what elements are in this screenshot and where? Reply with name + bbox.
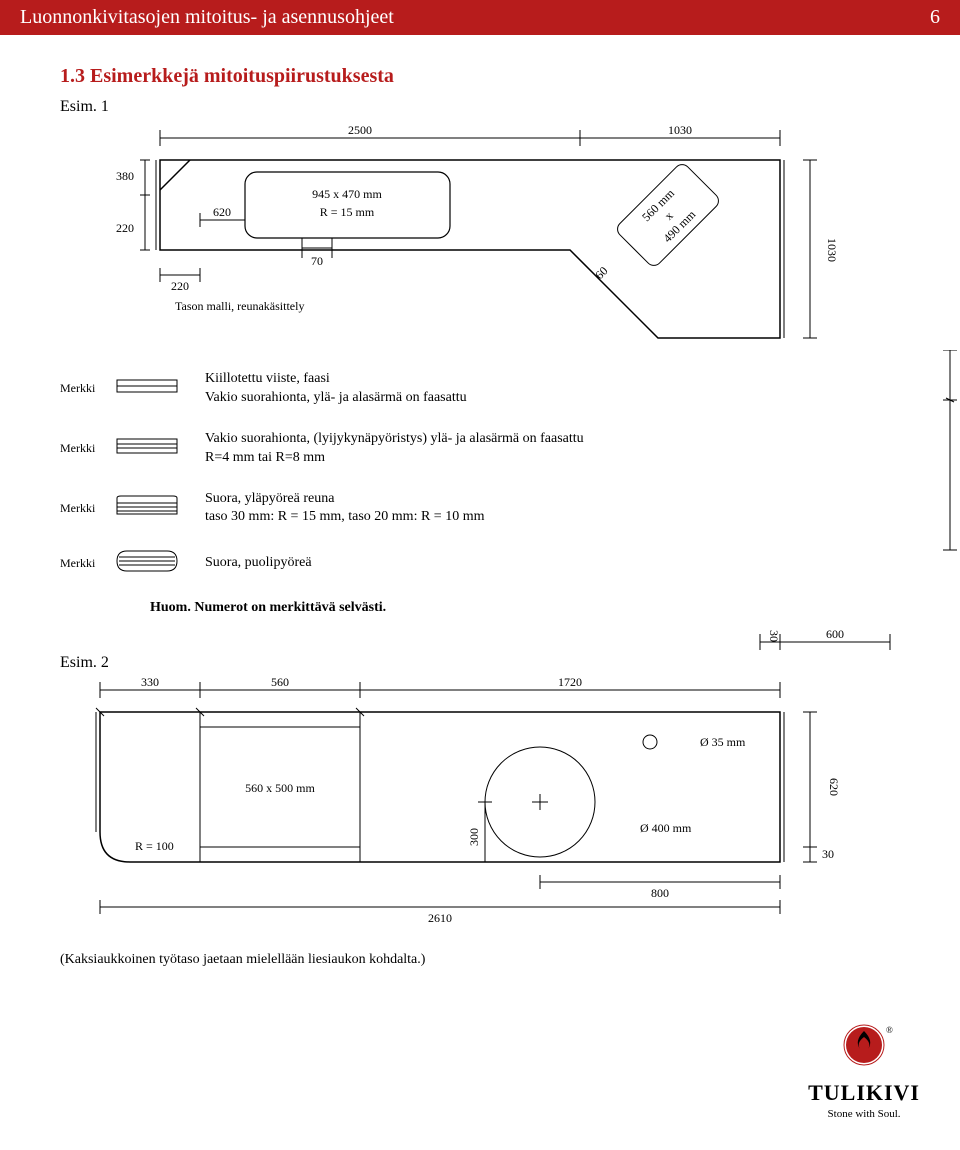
legend-text-4: Suora, puolipyöreä <box>205 554 312 573</box>
legend-symbol-single <box>115 376 185 401</box>
svg-text:R = 15 mm: R = 15 mm <box>320 205 375 219</box>
legend-symbol-round-half <box>115 549 185 578</box>
example2-label: Esim. 2 <box>60 654 960 672</box>
svg-text:620: 620 <box>827 778 841 796</box>
svg-text:2500: 2500 <box>348 123 372 137</box>
example2-diagram: 330 560 1720 560 x 500 mm Ø 35 mm Ø 400 … <box>40 672 920 937</box>
brand-logo: ® TULIKIVI Stone with Soul. <box>808 1023 920 1120</box>
svg-text:Ø 35 mm: Ø 35 mm <box>700 735 746 749</box>
example1-label: Esim. 1 <box>60 98 960 116</box>
svg-text:220: 220 <box>116 221 134 235</box>
svg-text:620: 620 <box>213 205 231 219</box>
legend-text-2: Vakio suorahionta, (lyijykynäpyöristys) … <box>205 430 584 468</box>
svg-text:60: 60 <box>592 264 610 282</box>
svg-text:70: 70 <box>311 254 323 268</box>
svg-text:600: 600 <box>826 627 844 641</box>
svg-text:x: x <box>662 209 676 223</box>
legend-symbol-round-top <box>115 494 185 523</box>
legend-text-1: Kiillotettu viiste, faasiVakio suorahion… <box>205 370 467 408</box>
svg-text:800: 800 <box>651 886 669 900</box>
svg-text:220: 220 <box>171 279 189 293</box>
svg-text:Tason malli, reunakäsittely: Tason malli, reunakäsittely <box>175 299 304 313</box>
header-page-number: 6 <box>930 6 940 29</box>
svg-text:2610: 2610 <box>428 911 452 925</box>
note: Huom. Numerot on merkittävä selvästi. <box>150 600 960 616</box>
svg-text:300: 300 <box>467 828 481 846</box>
svg-text:®: ® <box>886 1025 893 1035</box>
svg-text:560: 560 <box>271 675 289 689</box>
legend-text-3: Suora, yläpyöreä reunataso 30 mm: R = 15… <box>205 490 484 528</box>
svg-text:1030: 1030 <box>668 123 692 137</box>
svg-text:R = 100: R = 100 <box>135 839 174 853</box>
svg-text:30: 30 <box>767 630 781 642</box>
svg-text:330: 330 <box>141 675 159 689</box>
bottom-note: (Kaksiaukkoinen työtaso jaetaan mielellä… <box>60 952 960 968</box>
svg-text:1720: 1720 <box>558 675 582 689</box>
brand-name: TULIKIVI <box>808 1080 920 1106</box>
legend-row-2: Merkki Vakio suorahionta, (lyijykynäpyör… <box>60 430 960 468</box>
legend-row-1: Merkki Kiillotettu viiste, faasiVakio su… <box>60 370 960 408</box>
svg-text:945 x 470 mm: 945 x 470 mm <box>312 187 382 201</box>
svg-text:Ø 400 mm: Ø 400 mm <box>640 821 692 835</box>
svg-text:560 x 500 mm: 560 x 500 mm <box>245 781 315 795</box>
page-header: Luonnonkivitasojen mitoitus- ja asennuso… <box>0 0 960 35</box>
example1-diagram: 2500 1030 945 x 470 mm R = 15 mm 380 220… <box>40 120 920 355</box>
svg-text:380: 380 <box>116 169 134 183</box>
svg-text:1030: 1030 <box>825 238 839 262</box>
legend-row-3: Merkki Suora, yläpyöreä reunataso 30 mm:… <box>60 490 960 528</box>
legend-row-4: Merkki Suora, puolipyöreä <box>60 549 960 578</box>
section-title: 1.3 Esimerkkejä mitoituspiirustuksesta <box>60 65 960 88</box>
legend-symbol-double <box>115 436 185 461</box>
brand-tagline: Stone with Soul. <box>808 1108 920 1120</box>
header-title: Luonnonkivitasojen mitoitus- ja asennuso… <box>20 6 394 29</box>
legend: Merkki Kiillotettu viiste, faasiVakio su… <box>60 370 960 578</box>
svg-text:30: 30 <box>822 847 834 861</box>
